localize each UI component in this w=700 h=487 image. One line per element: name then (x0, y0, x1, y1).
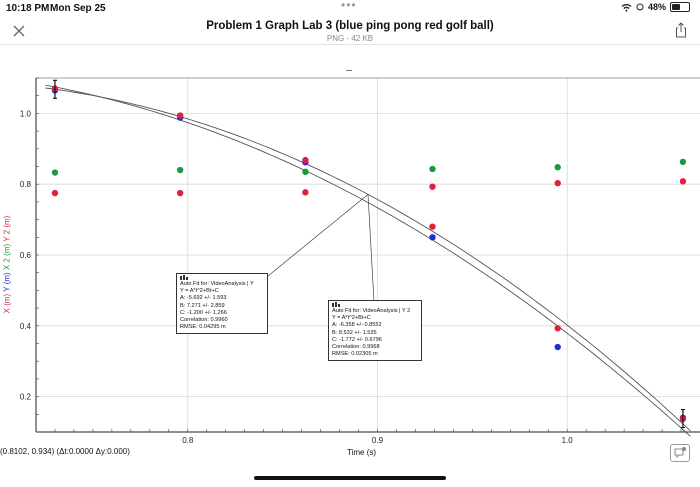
range-bracket (680, 408, 685, 429)
point-x-m (554, 179, 561, 187)
data-points (51, 85, 687, 423)
point-x-2-m (554, 164, 561, 171)
y-tick-label: 0.4 (20, 322, 32, 331)
fit-box-line: Y = A*t^2+Bt+C (180, 288, 219, 295)
fit-box-line: B: 7.271 +/- 2.859 (180, 302, 225, 309)
chart-ticks: 1.0 0.8 0.6 0.4 0.2 0.8 0.9 1.0 (20, 77, 682, 445)
point-y-2-m (302, 156, 309, 164)
title-bar: Problem 1 Graph Lab 3 (blue ping pong re… (0, 18, 700, 44)
x-tick-label: 0.9 (372, 436, 384, 445)
file-title: Problem 1 Graph Lab 3 (blue ping pong re… (206, 20, 494, 32)
y-axis-label-part: Y (m) (2, 270, 12, 292)
x-tick-label: 1.0 (562, 436, 574, 445)
fit-box-icon (332, 302, 340, 307)
fit-curve-y (45, 84, 691, 437)
fit-box-line: RMSE: 0.04295 m (180, 324, 226, 331)
fit-box-line: Y = A*t^2+Bt+C (332, 315, 371, 322)
chat-icon[interactable] (670, 444, 690, 462)
multitask-dots-icon[interactable]: ••• (341, 0, 357, 12)
title-separator (0, 44, 700, 45)
range-bracket (52, 79, 57, 99)
fit-box-icon (180, 275, 188, 280)
y-axis-label-part: X 2 (m) (2, 241, 12, 271)
fit-box-line: Correlation: 0.9960 (180, 317, 228, 324)
y-axis-label-part: X (m) (2, 291, 12, 314)
point-x-m (679, 178, 687, 185)
y-axis-label-text: X (m) Y (m) X 2 (m) Y 2 (m) (3, 200, 12, 330)
point-x-2-m (302, 168, 309, 176)
fit-curve-y2 (45, 87, 691, 432)
y-tick-label: 0.2 (20, 393, 32, 402)
battery-fill (672, 4, 680, 10)
chart-grid (36, 78, 700, 432)
fit-box-y2[interactable]: Auto Fit for: VideoAnalysis | Y 2 Y = A*… (328, 300, 422, 362)
y-tick-label: 0.8 (20, 180, 32, 189)
y-tick-label: 1.0 (20, 109, 32, 118)
point-x-m (429, 183, 436, 190)
point-x-2-m (429, 165, 436, 173)
fit-box-line: C: -1.200 +/- 1.266 (180, 309, 227, 316)
fit-box-line: A: -6.358 +/- 0.8552 (332, 322, 382, 329)
y-tick-label: 0.6 (20, 251, 32, 260)
range-brackets (52, 79, 685, 429)
status-indicators: 48% (621, 2, 690, 12)
fit-box-line: C: -1.772 +/- 0.6796 (332, 336, 382, 343)
status-bar: 10:18 PM Mon Sep 25 ••• 48% (0, 0, 700, 18)
fit-box-header: Auto Fit for: VideoAnalysis | Y (180, 281, 254, 287)
point-x-2-m (679, 158, 687, 166)
fit-curves (45, 84, 691, 437)
file-subtitle: PNG - 42 KB (326, 34, 374, 43)
fit-box-line: B: 8.532 +/- 1.535 (332, 329, 377, 336)
fit-box-y[interactable]: Auto Fit for: VideoAnalysis | Y Y = A*t^… (176, 273, 268, 335)
x-axis-label: Time (s) (347, 448, 377, 457)
share-icon[interactable] (674, 22, 688, 38)
battery-icon (670, 2, 690, 12)
point-x-m (51, 189, 59, 197)
point-y-2-m (554, 325, 561, 332)
y-axis-label: X (m) Y (m) X 2 (m) Y 2 (m) (0, 190, 12, 340)
status-time: 10:18 PM (6, 3, 50, 14)
point-y-m (554, 343, 561, 351)
location-icon (636, 3, 644, 11)
home-indicator[interactable] (254, 476, 446, 480)
fit-box-line: RMSE: 0.02305 m (332, 351, 378, 358)
point-x-2-m (51, 169, 59, 176)
status-date: Mon Sep 25 (50, 3, 106, 14)
collapse-handle (346, 70, 352, 71)
fit-leader-line (267, 194, 369, 277)
point-y-2-m (429, 223, 436, 230)
fit-box-line: Correlation: 0.9968 (332, 344, 380, 351)
point-x-m (302, 189, 309, 196)
point-x-2-m (176, 166, 184, 174)
x-tick-label: 0.8 (182, 436, 194, 445)
y-axis-label-part: Y 2 (m) (2, 215, 12, 242)
point-x-m (176, 189, 184, 197)
fit-box-line: A: -5.692 +/- 1.593 (180, 295, 227, 302)
wifi-icon (621, 3, 632, 12)
chat-icon-glyph (674, 447, 686, 459)
close-icon[interactable] (12, 24, 26, 38)
point-y-2-m (176, 112, 184, 119)
battery-percent: 48% (647, 2, 666, 12)
coordinate-readout: (0.8102, 0.934) (Δt:0.0000 Δy:0.000) (0, 447, 130, 456)
fit-leader-lines (267, 194, 375, 303)
fit-leader-line (367, 194, 375, 303)
point-y-m (429, 234, 436, 241)
fit-box-header: Auto Fit for: VideoAnalysis | Y 2 (332, 308, 411, 314)
